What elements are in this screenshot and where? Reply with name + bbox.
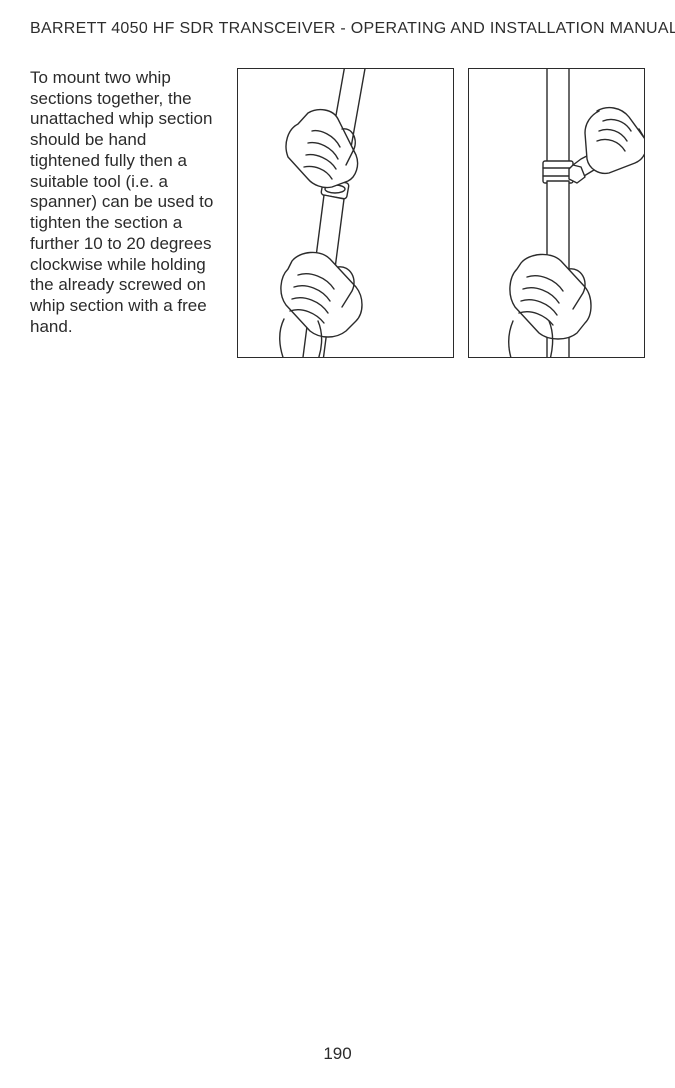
content-row: To mount two whip sections together, the… xyxy=(30,68,645,358)
spanner-tighten-illustration xyxy=(469,69,644,357)
hand-tighten-illustration xyxy=(238,69,453,357)
figure-row xyxy=(237,68,645,358)
page-header: BARRETT 4050 HF SDR TRANSCEIVER - OPERAT… xyxy=(30,20,645,38)
manual-page: BARRETT 4050 HF SDR TRANSCEIVER - OPERAT… xyxy=(0,0,675,1088)
instruction-paragraph: To mount two whip sections together, the… xyxy=(30,68,219,358)
figure-hand-tighten xyxy=(237,68,454,358)
page-number: 190 xyxy=(0,1044,675,1064)
figure-spanner-tighten xyxy=(468,68,645,358)
